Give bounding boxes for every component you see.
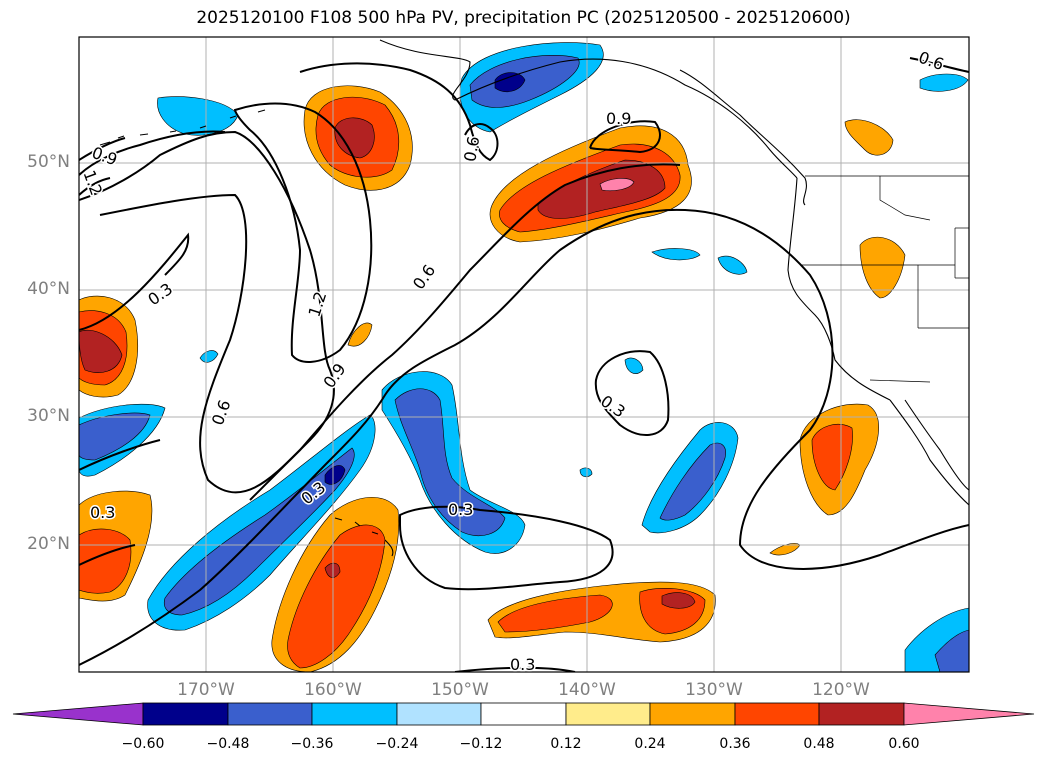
pv-contour-label: 0.3: [510, 655, 535, 674]
lon-label: 130°W: [685, 680, 743, 700]
colorbar-tick-label: −0.60: [121, 736, 165, 752]
pv-contour-0.6: [909, 57, 969, 73]
pv-contour-label: 0.3: [90, 503, 115, 522]
precip-negative-core: [324, 465, 346, 485]
colorbar-tick-label: −0.24: [375, 736, 419, 752]
precip-negative-core: [934, 629, 969, 672]
page-title: 2025120100 F108 500 hPa PV, precipitatio…: [196, 8, 851, 28]
bc-coastline: [679, 69, 807, 206]
precip-negative-core: [659, 442, 726, 521]
pv-contour-label: 0.3: [448, 500, 473, 519]
colorbar-tick-label: 0.60: [888, 736, 920, 752]
pv-contour-label: 0.9: [89, 143, 119, 170]
colorbar-tick-label: −0.48: [206, 736, 250, 752]
precip-positive-area: [844, 119, 894, 156]
precip-negative-core: [494, 72, 526, 93]
lat-label: 20°N: [27, 534, 70, 554]
pv-contour-0.6: [299, 62, 499, 162]
pv-contour-label: 0.3: [597, 391, 629, 421]
pv-contour-0.9: [79, 137, 126, 161]
lon-label: 140°W: [558, 680, 616, 700]
precip-positive-core: [497, 594, 613, 633]
alaska-coastline: [379, 39, 798, 179]
pv-contour-label: 0.6: [208, 397, 235, 427]
borders: [800, 175, 969, 383]
precip-negative-area: [624, 357, 644, 374]
pv-contour-0.9: [589, 120, 661, 154]
pv-contour-label: 0.6: [916, 48, 946, 75]
pv-contour-label: 0.3: [297, 478, 329, 509]
precip-positive-core: [661, 592, 696, 609]
precip-negative-area: [651, 248, 701, 261]
pv-contour-label: 1.2: [80, 168, 107, 198]
lon-label: 160°W: [304, 680, 362, 700]
lat-label: 30°N: [27, 406, 70, 426]
colorbar-tick-label: 0.24: [634, 736, 666, 752]
gulf-california-coastline: [904, 399, 969, 491]
lat-label: 40°N: [27, 279, 70, 299]
us-west-coastline: [787, 177, 891, 401]
pv-contour-label: 0.6: [460, 135, 483, 163]
map-frame: [78, 36, 970, 673]
precip-negative-area: [919, 73, 969, 92]
lat-label: 50°N: [27, 152, 70, 172]
pv-contour-label: 0.6: [409, 261, 439, 293]
precip-shading: [79, 42, 969, 672]
precip-negative-core: [79, 412, 151, 461]
colorbar: [12, 702, 1035, 726]
pv-contour-0.3: [79, 544, 136, 566]
pv-contour-label: 0.9: [606, 109, 631, 128]
pv-contour-0.3: [79, 232, 190, 331]
precip-negative-core: [394, 388, 506, 536]
precip-positive-area: [859, 236, 906, 299]
pv-contour-1.2: [233, 102, 373, 363]
pv-contours: [79, 57, 969, 672]
pv-contour-label: 0.9: [319, 360, 349, 392]
pv-contour-0.3: [594, 350, 670, 437]
colorbar-extend-high: [903, 702, 1035, 726]
lon-label: 150°W: [431, 680, 489, 700]
pv-contour-1.2: [79, 177, 111, 196]
precip-positive-core: [599, 178, 635, 192]
precip-negative-area: [717, 255, 748, 275]
colorbar-tick-label: 0.48: [803, 736, 835, 752]
pv-contour-label: 0.3: [144, 279, 176, 309]
colorbar-tick-label: −0.12: [459, 736, 503, 752]
precip-negative-area: [157, 96, 239, 136]
map-area: [79, 37, 969, 672]
pv-contour-0.3: [79, 208, 969, 666]
precip-negative-area: [579, 467, 593, 478]
pv-contour-0.6: [79, 130, 226, 176]
colorbar-tick-label: 0.12: [550, 736, 582, 752]
pv-contour-0.3: [79, 439, 161, 471]
precip-positive-area: [347, 322, 373, 347]
colorbar-tick-label: 0.36: [719, 736, 751, 752]
aleutian-islands: [99, 109, 266, 146]
baja-coastline: [889, 399, 969, 506]
precip-negative-area: [199, 350, 219, 363]
pv-contour-label: 1.2: [304, 289, 330, 319]
precip-positive-core: [287, 524, 386, 669]
colorbar-tick-label: −0.36: [290, 736, 334, 752]
precip-positive-core: [334, 117, 375, 159]
lon-label: 120°W: [812, 680, 870, 700]
coastlines: [99, 39, 969, 557]
precip-positive-core: [79, 329, 123, 373]
precip-positive-core: [811, 424, 853, 491]
pv-contour-0.3: [454, 666, 576, 672]
hawaii-islands: [334, 517, 394, 557]
pv-contour-0.3: [399, 505, 614, 591]
pv-contour-0.9: [79, 130, 335, 501]
lon-label: 170°W: [177, 680, 235, 700]
